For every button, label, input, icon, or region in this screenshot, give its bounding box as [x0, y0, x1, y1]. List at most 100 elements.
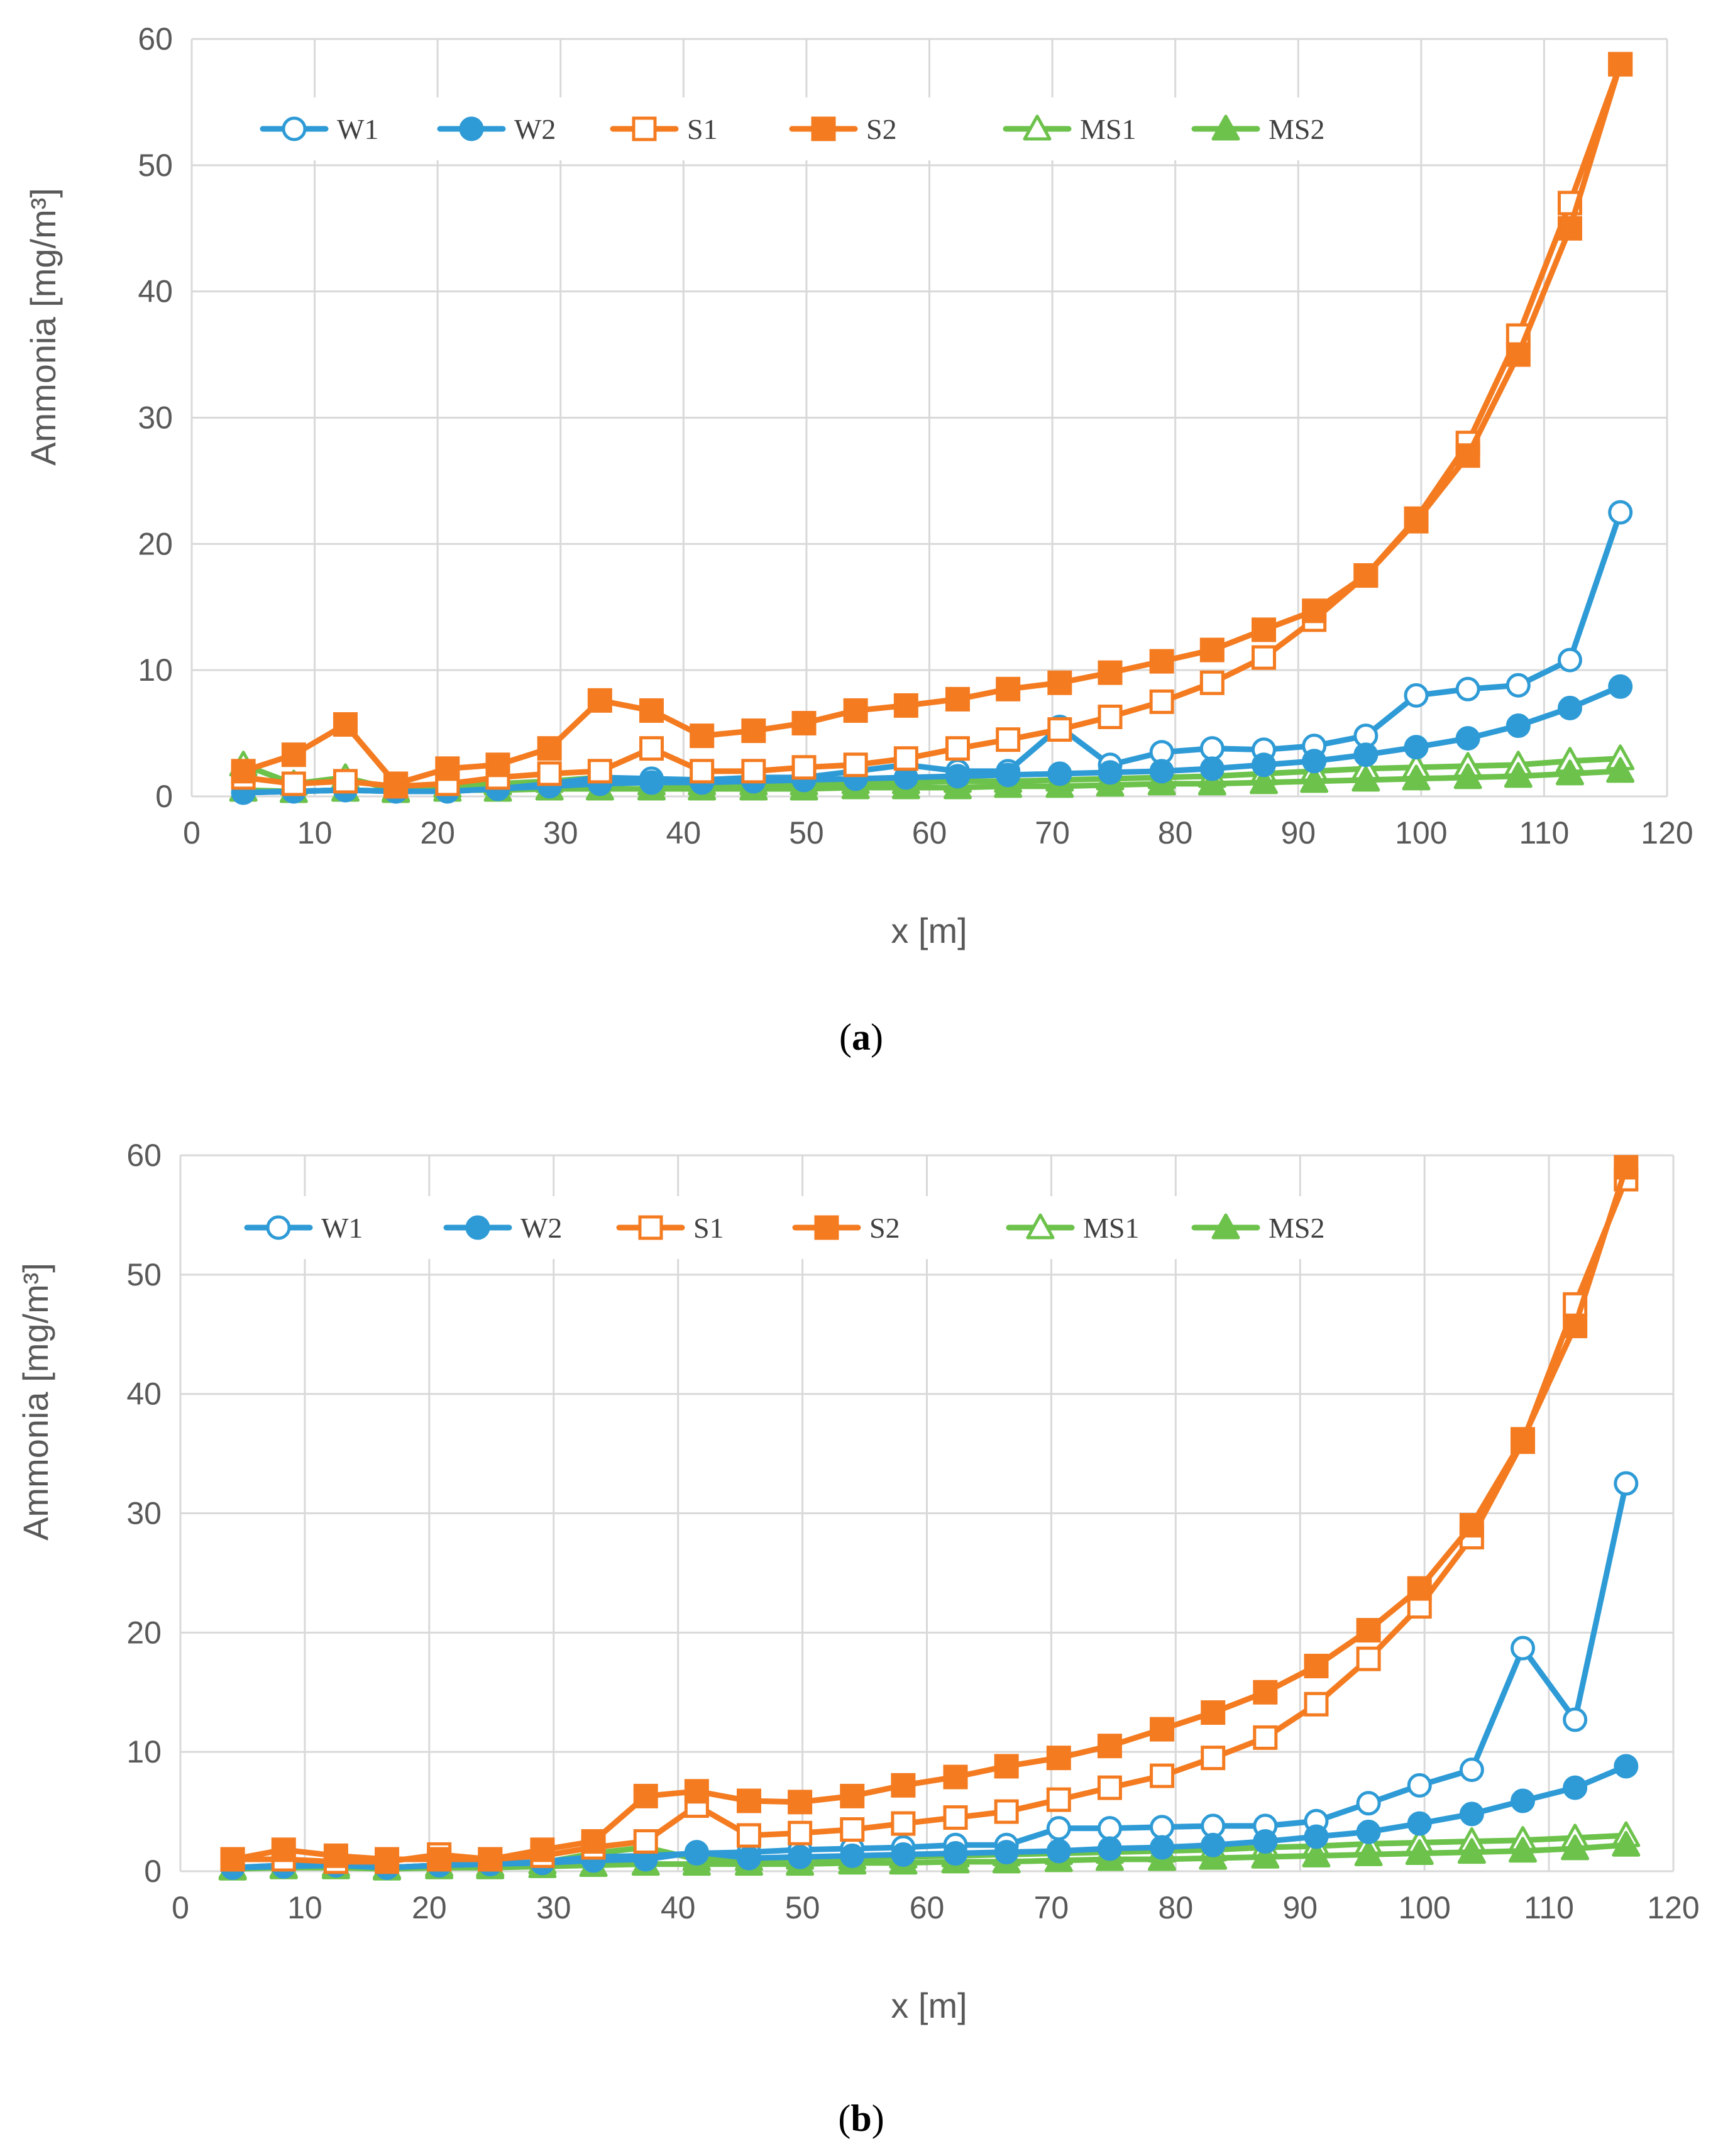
- point-S2-19: [1201, 1700, 1226, 1725]
- x-tick-label: 110: [1524, 1890, 1574, 1925]
- point-S1-17: [1098, 704, 1123, 729]
- point-S2-15: [994, 1754, 1019, 1779]
- series-lines: [229, 52, 1635, 805]
- point-S2-1: [271, 1837, 296, 1862]
- point-S2-16: [1046, 1746, 1071, 1771]
- point-MS2-24: [1457, 1838, 1486, 1864]
- point-MS2-20: [1251, 1842, 1280, 1869]
- point-S2-2: [333, 712, 358, 737]
- legend-item-S1: S1: [610, 113, 718, 145]
- point-W2-22: [1353, 742, 1379, 767]
- legend: W1 W2 S1 S2 MS1 MS2: [231, 97, 1413, 160]
- point-MS1-legend: [1026, 1213, 1055, 1240]
- point-W2-18: [1150, 1835, 1175, 1860]
- point-S1-14: [945, 736, 970, 761]
- y-tick-label: 0: [155, 779, 173, 814]
- point-W1-26: [1557, 647, 1582, 673]
- point-S1-6: [537, 761, 562, 786]
- point-W1-25: [1511, 1636, 1536, 1661]
- point-W2-26: [1563, 1775, 1588, 1800]
- y-tick-label: 40: [126, 1377, 162, 1412]
- point-W1-23: [1404, 683, 1429, 708]
- point-S2-13: [893, 693, 918, 718]
- x-tick-label: 90: [1282, 1890, 1318, 1925]
- point-W2-11: [788, 1844, 813, 1869]
- series-S2: [231, 52, 1633, 796]
- point-S1-7: [587, 759, 612, 784]
- panel-label-letter: b: [850, 2098, 871, 2139]
- x-tick-label: 20: [420, 815, 455, 850]
- point-W2-25: [1506, 713, 1531, 739]
- panel-label-b: (b): [838, 2098, 884, 2139]
- chart-panel-b: 0 10 20 30 40 50 60 70 80 90 100 110 120 0 10 20 30 40 50 6…: [16, 1138, 1700, 2139]
- point-W2-15: [996, 762, 1021, 788]
- point-W2-22: [1356, 1819, 1381, 1844]
- point-W2-12: [840, 1843, 865, 1868]
- x-tick-label: 120: [1641, 815, 1693, 850]
- point-S1-22: [1356, 1646, 1381, 1671]
- panel-label-a: (a): [839, 1016, 883, 1058]
- point-S2-0: [231, 759, 256, 784]
- point-S2-4: [427, 1847, 452, 1872]
- point-S1-11: [791, 755, 817, 780]
- point-S2-20: [1253, 1680, 1278, 1705]
- point-W2-13: [891, 1842, 916, 1867]
- point-S2-25: [1511, 1427, 1536, 1452]
- point-S2-12: [843, 698, 868, 723]
- legend-label-S1: S1: [687, 113, 718, 145]
- point-S1-8: [633, 1829, 658, 1854]
- point-S2-12: [840, 1783, 865, 1808]
- legend-label-S2: S2: [869, 1212, 900, 1244]
- point-S1-10: [736, 1823, 761, 1848]
- point-W2-14: [943, 1841, 968, 1866]
- legend-item-W2: W2: [437, 113, 556, 145]
- line-MS2: [229, 1842, 1629, 1872]
- point-W1-27: [1614, 1471, 1639, 1496]
- point-W2-8: [639, 770, 664, 795]
- point-S2-20: [1251, 617, 1276, 642]
- x-tick-label: 20: [412, 1890, 447, 1925]
- point-S2-14: [943, 1764, 968, 1790]
- point-W2-9: [684, 1840, 709, 1865]
- point-W2-23: [1407, 1811, 1432, 1836]
- x-tick-label: 0: [183, 815, 201, 850]
- x-tick-label: 50: [789, 815, 824, 850]
- point-W2-20: [1253, 1829, 1278, 1854]
- line-S2: [240, 61, 1624, 787]
- point-S1-13: [893, 746, 918, 771]
- legend-label-W2: W2: [514, 113, 556, 145]
- x-tick-label: 0: [172, 1890, 189, 1925]
- legend-item-W1: W1: [260, 113, 378, 145]
- point-W1-23: [1407, 1773, 1432, 1798]
- x-tick-label: 100: [1395, 815, 1447, 850]
- point-MS2-27: [1612, 1830, 1641, 1857]
- point-MS2-22: [1351, 766, 1380, 792]
- point-S1-18: [1150, 1763, 1175, 1788]
- point-W2-19: [1199, 756, 1225, 781]
- x-tick-label: 40: [666, 815, 702, 850]
- point-MS2-25: [1509, 1837, 1538, 1863]
- point-S2-13: [891, 1773, 916, 1798]
- point-S2-25: [1506, 342, 1531, 367]
- legend-label-S2: S2: [866, 113, 897, 145]
- point-S1-15: [996, 727, 1021, 752]
- point-S2-6: [530, 1837, 555, 1862]
- y-tick-label: 30: [138, 400, 173, 436]
- x-tick-label: 30: [536, 1890, 571, 1925]
- point-S2-2: [323, 1843, 348, 1868]
- point-S2-17: [1098, 660, 1123, 685]
- point-MS2-26: [1555, 759, 1584, 786]
- y-tick-label: 50: [126, 1257, 162, 1292]
- legend-label-MS2: MS2: [1269, 113, 1324, 145]
- legend: W1 W2 S1 S2 MS1 MS2: [216, 1196, 1397, 1259]
- legend-label-MS1: MS1: [1083, 1212, 1139, 1244]
- y-tick-label: 30: [126, 1496, 162, 1531]
- point-S2-11: [788, 1790, 813, 1815]
- point-S2-21: [1302, 598, 1327, 624]
- point-S2-18: [1149, 649, 1174, 674]
- point-MS2-27: [1606, 757, 1635, 783]
- point-S2-19: [1199, 637, 1225, 663]
- point-S2-5: [478, 1847, 503, 1872]
- point-W2-23: [1404, 735, 1429, 760]
